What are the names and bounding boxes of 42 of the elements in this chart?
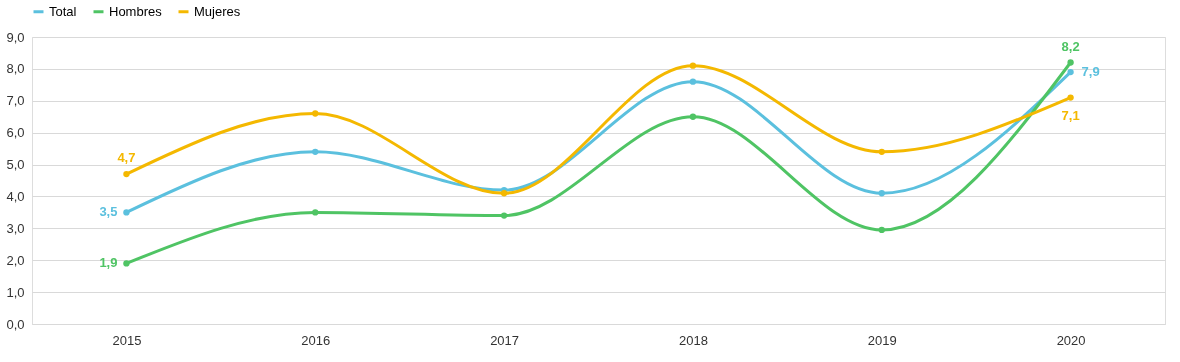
point bbox=[312, 209, 319, 216]
y-tick-label: 7,0 bbox=[6, 93, 25, 109]
data-label: 7,9 bbox=[1081, 64, 1100, 80]
point bbox=[123, 209, 130, 216]
y-tick-label: 8,0 bbox=[6, 61, 25, 77]
y-tick-label: 6,0 bbox=[6, 125, 25, 141]
x-tick-label: 2020 bbox=[1056, 332, 1086, 348]
data-label: 1,9 bbox=[99, 255, 118, 271]
point bbox=[689, 78, 697, 85]
point bbox=[312, 110, 319, 117]
point bbox=[1067, 94, 1074, 101]
point bbox=[312, 148, 319, 155]
legend-label: Total bbox=[49, 3, 77, 19]
data-label: 3,5 bbox=[99, 204, 118, 220]
x-tick-label: 2019 bbox=[867, 332, 897, 348]
point bbox=[878, 148, 885, 155]
point bbox=[123, 170, 130, 178]
legend-label: Mujeres bbox=[194, 3, 241, 19]
point bbox=[500, 190, 508, 197]
legend-label: Hombres bbox=[109, 3, 163, 19]
x-tick-label: 2018 bbox=[678, 332, 708, 348]
point bbox=[878, 190, 885, 197]
y-tick-label: 1,0 bbox=[6, 284, 25, 300]
x-tick-label: 2015 bbox=[112, 332, 142, 348]
y-tick-label: 3,0 bbox=[6, 220, 25, 236]
point bbox=[689, 113, 697, 120]
point bbox=[878, 226, 885, 234]
x-tick-label: 2017 bbox=[490, 332, 520, 348]
y-tick-label: 4,0 bbox=[6, 188, 25, 204]
point bbox=[689, 62, 697, 69]
data-label: 8,2 bbox=[1061, 38, 1080, 54]
point bbox=[123, 260, 130, 267]
point bbox=[1067, 68, 1074, 76]
point bbox=[500, 212, 508, 219]
x-tick-label: 2016 bbox=[301, 332, 331, 348]
y-tick-label: 5,0 bbox=[6, 157, 25, 173]
y-tick-label: 9,0 bbox=[6, 29, 25, 45]
data-label: 7,1 bbox=[1061, 107, 1080, 123]
data-label: 4,7 bbox=[117, 150, 136, 166]
point bbox=[1067, 59, 1074, 66]
y-tick-label: 2,0 bbox=[6, 252, 25, 268]
y-tick-label: 0,0 bbox=[6, 316, 25, 332]
